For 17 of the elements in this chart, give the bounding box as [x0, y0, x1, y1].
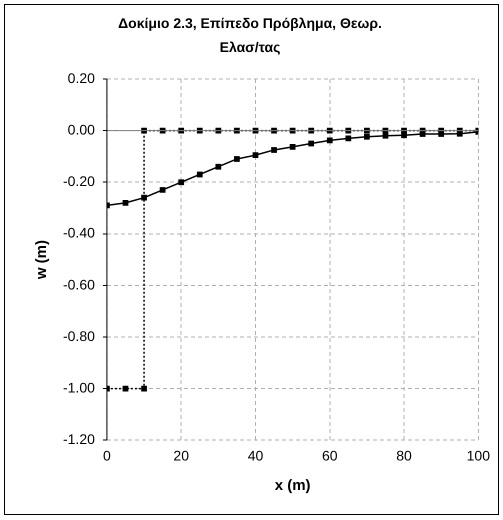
y-tick-label: -0.40 [62, 224, 96, 241]
x-tick-label: 0 [103, 447, 112, 464]
x-tick-label: 20 [173, 447, 190, 464]
y-tick-label: 0.20 [68, 70, 96, 86]
x-tick-label: 100 [466, 447, 490, 464]
y-tick-label: 0.00 [68, 121, 96, 138]
chart-title: Δοκίμιο 2.3, Επίπεδο Πρόβλημα, Θεωρ. Ελασ/τας [117, 14, 383, 57]
x-tick-label: 80 [396, 447, 412, 464]
x-axis-title: x (m) [274, 477, 311, 494]
y-tick-label: -0.80 [62, 328, 96, 344]
y-tick-label: -1.00 [62, 379, 96, 396]
y-tick-label: -0.20 [62, 173, 96, 190]
x-tick-label: 60 [322, 447, 338, 464]
x-tick-label: 40 [248, 447, 264, 464]
y-tick-label: -1.20 [62, 431, 96, 448]
y-axis-title: w (m) [33, 240, 50, 280]
y-tick-label: -0.60 [62, 276, 96, 292]
